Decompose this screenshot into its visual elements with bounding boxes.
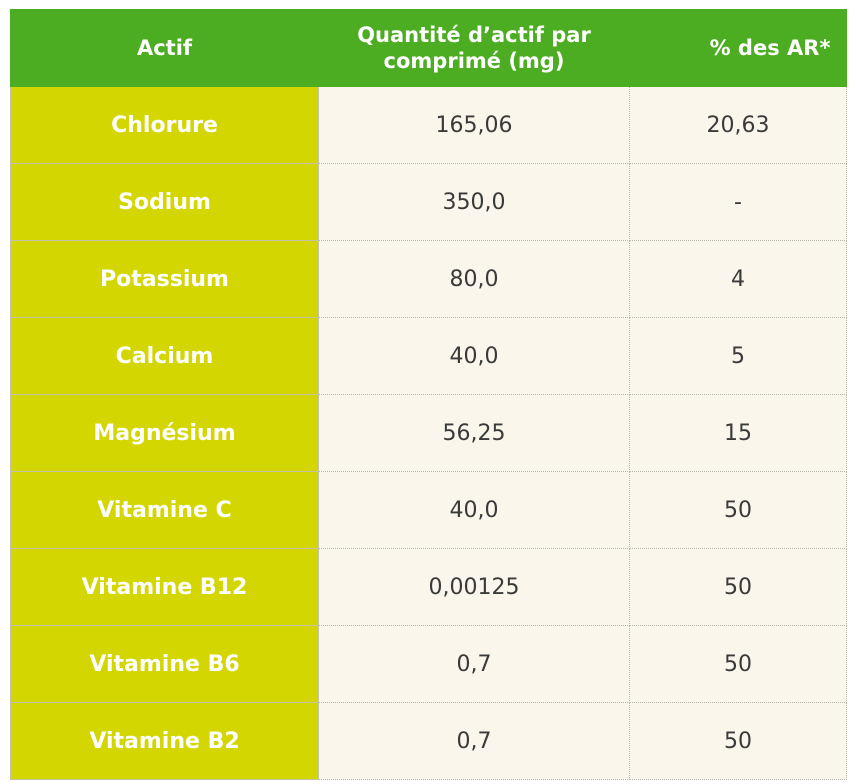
row-label: Calcium [10,317,319,395]
value-cell: 50 [629,548,847,626]
value-cell: 0,00125 [318,548,630,626]
table-row: Vitamine B2 0,7 50 [10,702,847,780]
value-cell: 5 [629,317,847,395]
header-text: Quantité d’actif par comprimé (mg) [357,23,591,73]
header-text: % des AR* [709,36,831,60]
row-label: Sodium [10,163,319,241]
header-row: Actif Quantité d’actif par comprimé (mg)%… [10,9,847,87]
header-cell: Actif [10,9,319,87]
value-cell: 40,0 [318,317,630,395]
row-label: Vitamine B6 [10,625,319,703]
value-cell: 15 [629,394,847,472]
row-label: Chlorure [10,86,319,164]
table-row: Magnésium 56,25 15 [10,394,847,472]
table-container: Actif Quantité d’actif par comprimé (mg)%… [10,9,847,780]
row-label: Vitamine B2 [10,702,319,780]
value-cell: 40,0 [318,471,630,549]
row-label: Vitamine C [10,471,319,549]
row-label: Potassium [10,240,319,318]
header-cell: % des AR* [629,9,847,87]
header-text: Actif [136,36,193,60]
value-cell: 50 [629,702,847,780]
table-row: Chlorure 165,06 20,63 [10,86,847,164]
value-cell: 350,0 [318,163,630,241]
table-body: Chlorure 165,06 20,63 Sodium 350,0- Potassium… [10,86,847,780]
header-cell: Quantité d’actif par comprimé (mg) [318,9,630,87]
value-cell: 20,63 [629,86,847,164]
table-row: Vitamine C 40,0 50 [10,471,847,549]
table-row: Potassium 80,0 4 [10,240,847,318]
table-row: Calcium 40,0 5 [10,317,847,395]
value-cell: 80,0 [318,240,630,318]
value-cell: 0,7 [318,625,630,703]
row-label: Vitamine B12 [10,548,319,626]
value-cell: 4 [629,240,847,318]
table-row: Sodium 350,0- [10,163,847,241]
value-cell: 0,7 [318,702,630,780]
row-label: Magnésium [10,394,319,472]
value-cell: 56,25 [318,394,630,472]
value-cell: 50 [629,471,847,549]
value-cell: 50 [629,625,847,703]
table-row: Vitamine B6 0,7 50 [10,625,847,703]
value-cell: 165,06 [318,86,630,164]
value-cell: - [629,163,847,241]
nutrition-table: Actif Quantité d’actif par comprimé (mg)%… [10,9,847,780]
table-row: Vitamine B12 0,00125 50 [10,548,847,626]
